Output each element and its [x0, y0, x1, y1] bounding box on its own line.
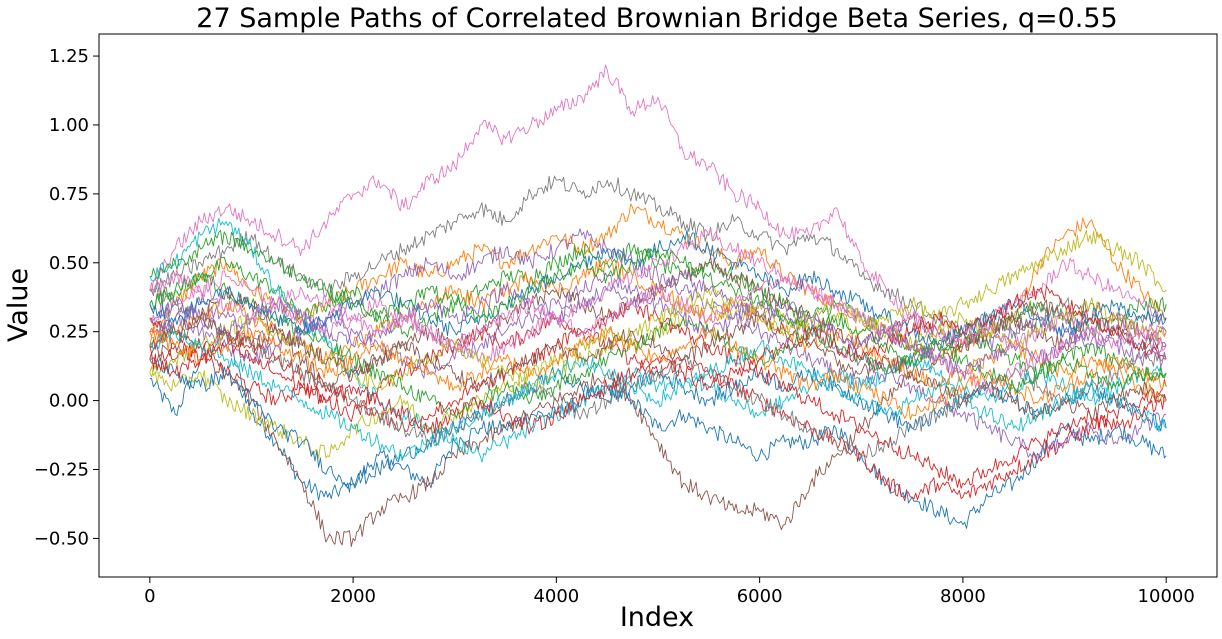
- series-line-20: [149, 325, 1167, 462]
- y-tick-label: 0.00: [49, 391, 89, 412]
- y-axis-label: Value: [3, 268, 34, 342]
- y-axis-ticks: −0.50 −0.25 0.00 0.25 0.50 0.75 1.00 1.25: [34, 46, 99, 549]
- x-tick-label: 0: [144, 586, 155, 607]
- x-tick-label: 6000: [737, 586, 783, 607]
- series-line-7: [149, 64, 1167, 339]
- series-line-13: [149, 273, 1167, 418]
- series-line-1: [149, 329, 1167, 529]
- y-tick-label: 0.25: [49, 322, 89, 343]
- plot-frame: [98, 33, 1218, 578]
- series-line-6: [149, 311, 1167, 548]
- y-tick-label: −0.50: [34, 528, 89, 549]
- y-tick-label: 0.50: [49, 253, 89, 274]
- series-line-27: [149, 268, 1167, 352]
- y-tick-label: 0.75: [49, 184, 89, 205]
- y-tick-label: 1.00: [49, 115, 89, 136]
- x-tick-label: 8000: [940, 586, 986, 607]
- series-layer: [149, 64, 1167, 548]
- series-line-23: [149, 230, 1167, 394]
- y-tick-label: −0.25: [34, 460, 89, 481]
- series-line-24: [149, 285, 1167, 435]
- x-tick-label: 2000: [330, 586, 376, 607]
- chart-title: 27 Sample Paths of Correlated Brownian B…: [196, 3, 1117, 34]
- series-line-10: [149, 217, 1167, 463]
- series-line-17: [149, 228, 1167, 395]
- x-axis-label: Index: [620, 602, 694, 633]
- series-line-26: [149, 310, 1167, 420]
- x-tick-label: 10000: [1138, 586, 1195, 607]
- y-tick-label: 1.25: [49, 46, 89, 67]
- x-tick-label: 4000: [533, 586, 579, 607]
- x-axis-ticks: 0 2000 4000 6000 8000 10000: [144, 577, 1195, 607]
- series-line-18: [149, 285, 1167, 459]
